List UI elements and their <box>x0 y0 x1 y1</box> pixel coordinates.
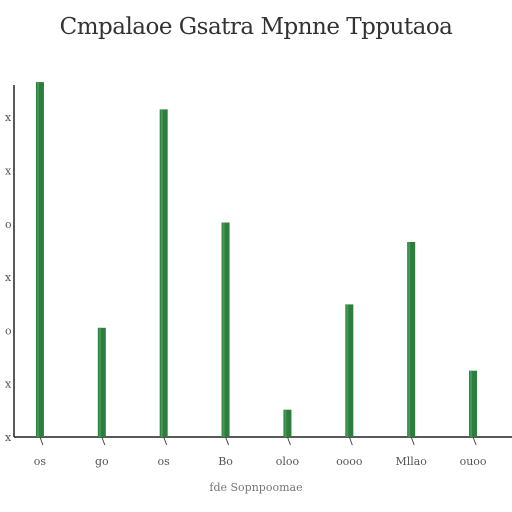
bar <box>407 242 416 437</box>
x-tick-mark <box>410 436 415 446</box>
bar-highlight <box>222 222 225 437</box>
bar-highlight <box>160 109 163 438</box>
bar <box>221 222 230 437</box>
bar-highlight <box>346 304 349 437</box>
x-tick-mark <box>101 436 106 446</box>
y-tick-label: x <box>5 378 12 391</box>
bar <box>469 370 478 437</box>
bar-highlight <box>36 82 39 437</box>
bar-highlight <box>408 242 411 437</box>
y-tick-label: x <box>5 271 12 284</box>
x-tick-label: os <box>158 455 171 468</box>
bar <box>345 304 354 437</box>
y-tick-label: o <box>5 218 12 231</box>
chart-title: Cmpalaoe Gsatra Mpnne Tpputaoa <box>59 14 453 40</box>
x-tick-mark <box>286 436 291 446</box>
y-tick-label: o <box>5 324 12 337</box>
x-tick-mark <box>39 436 44 446</box>
bar <box>97 327 106 437</box>
y-tick-label: x <box>5 431 12 444</box>
bar-highlight <box>98 327 101 437</box>
bar <box>35 82 44 437</box>
x-tick-mark <box>472 436 477 446</box>
x-tick-label: ouoo <box>460 455 487 468</box>
x-tick-label: oloo <box>276 455 300 468</box>
x-axis-label: fde Sopnpoomae <box>209 481 303 494</box>
y-tick-label: x <box>5 165 12 178</box>
x-tick-label: oooo <box>336 455 363 468</box>
x-tick-label: Bo <box>218 455 233 468</box>
x-tick-label: os <box>34 455 47 468</box>
x-tick-label: Mllao <box>395 455 427 468</box>
bar-highlight <box>284 409 287 437</box>
bar-highlight <box>470 370 473 437</box>
x-tick-mark <box>225 436 230 446</box>
y-tick-label: x <box>5 111 12 124</box>
x-tick-mark <box>348 436 353 446</box>
x-tick-mark <box>163 436 168 446</box>
x-tick-label: go <box>95 455 109 468</box>
bar <box>283 409 292 437</box>
bar <box>159 109 168 438</box>
